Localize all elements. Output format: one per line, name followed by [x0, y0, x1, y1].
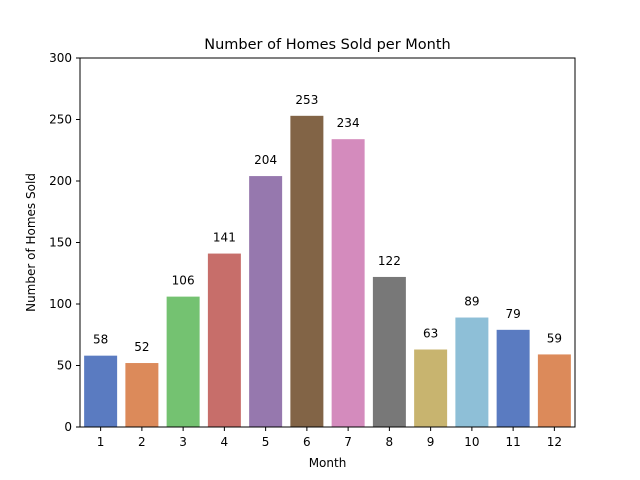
bar-month-11 — [496, 329, 530, 427]
x-axis-ticks: 1 2 3 4 5 6 7 8 9 10 11 12 — [97, 427, 562, 449]
bar-value-label: 253 — [295, 93, 318, 107]
bar-month-9 — [414, 349, 448, 427]
x-tick-label: 9 — [427, 435, 435, 449]
y-tick-label: 300 — [49, 51, 72, 65]
bar-value-label: 141 — [213, 231, 236, 245]
bar-month-3 — [166, 296, 200, 427]
bar-month-8 — [372, 276, 406, 427]
x-tick-label: 11 — [505, 435, 520, 449]
bar-value-label: 234 — [337, 116, 360, 130]
y-axis-label: Number of Homes Sold — [24, 173, 38, 312]
bar-value-label: 59 — [547, 331, 562, 345]
bar-value-label: 63 — [423, 327, 438, 341]
bar-value-label: 106 — [172, 274, 195, 288]
bar-labels-group: 58 52 106 141 204 253 234 122 63 89 79 59 — [93, 93, 562, 354]
chart-title: Number of Homes Sold per Month — [204, 37, 451, 53]
y-tick-label: 100 — [49, 297, 72, 311]
bar-month-10 — [455, 317, 489, 427]
y-tick-label: 250 — [49, 113, 72, 127]
bar-month-5 — [249, 176, 283, 427]
plot-frame — [79, 57, 576, 428]
x-tick-label: 5 — [262, 435, 270, 449]
bar-month-6 — [290, 115, 324, 427]
bar-month-7 — [331, 139, 365, 427]
x-tick-label: 10 — [464, 435, 479, 449]
y-tick-label: 0 — [64, 420, 72, 434]
bar-month-4 — [207, 253, 241, 427]
y-tick-label: 200 — [49, 174, 72, 188]
x-tick-label: 6 — [303, 435, 311, 449]
y-axis-ticks: 0 50 100 150 200 250 300 — [49, 51, 80, 434]
bar-value-label: 58 — [93, 333, 108, 347]
bars-group — [84, 115, 571, 427]
bar-month-2 — [125, 363, 159, 427]
x-tick-label: 4 — [221, 435, 229, 449]
bar-month-12 — [537, 354, 571, 427]
x-tick-label: 2 — [138, 435, 146, 449]
bar-value-label: 89 — [464, 295, 479, 309]
y-tick-label: 50 — [57, 359, 72, 373]
y-tick-label: 150 — [49, 236, 72, 250]
x-tick-label: 8 — [386, 435, 394, 449]
bar-value-label: 79 — [505, 307, 520, 321]
x-tick-label: 1 — [97, 435, 105, 449]
bar-value-label: 52 — [134, 340, 149, 354]
x-tick-label: 7 — [344, 435, 352, 449]
x-tick-label: 12 — [547, 435, 562, 449]
x-axis-label: Month — [309, 456, 347, 470]
bar-value-label: 204 — [254, 153, 277, 167]
bar-value-label: 122 — [378, 254, 401, 268]
x-tick-label: 3 — [179, 435, 187, 449]
bar-month-1 — [84, 355, 118, 427]
